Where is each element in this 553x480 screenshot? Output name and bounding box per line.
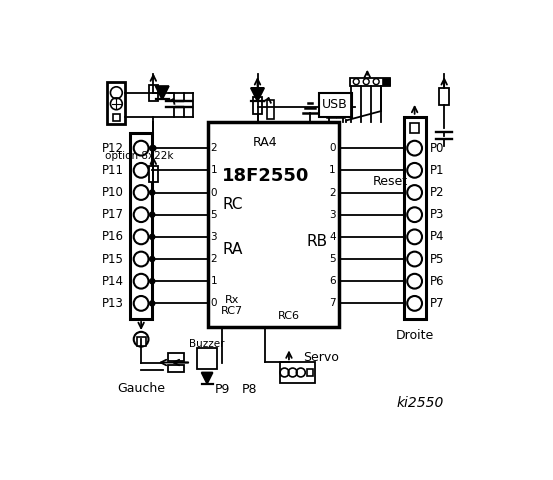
- Bar: [113, 114, 120, 121]
- Text: RC7: RC7: [221, 306, 243, 316]
- Text: option 8x22k: option 8x22k: [105, 151, 174, 160]
- Text: 1: 1: [211, 276, 217, 286]
- Text: P5: P5: [430, 252, 445, 265]
- Bar: [168, 353, 184, 360]
- Text: 4: 4: [329, 232, 336, 242]
- Text: ki2550: ki2550: [397, 396, 444, 410]
- Bar: [197, 348, 217, 369]
- Circle shape: [150, 145, 155, 151]
- Polygon shape: [201, 372, 213, 384]
- Text: Reset: Reset: [373, 175, 408, 188]
- Bar: [107, 82, 125, 124]
- Text: Rx: Rx: [225, 295, 239, 305]
- Circle shape: [150, 256, 155, 262]
- Text: P14: P14: [101, 275, 123, 288]
- Text: RA: RA: [223, 242, 243, 257]
- Text: P10: P10: [102, 186, 123, 199]
- Text: P1: P1: [430, 164, 445, 177]
- Bar: [383, 79, 390, 84]
- Text: 6: 6: [329, 276, 336, 286]
- Text: 2: 2: [211, 143, 217, 153]
- Text: 5: 5: [329, 254, 336, 264]
- Circle shape: [151, 145, 156, 151]
- Text: Gauche: Gauche: [117, 382, 165, 395]
- Bar: [319, 93, 352, 117]
- Text: 1: 1: [211, 165, 217, 175]
- Bar: [404, 117, 426, 319]
- Bar: [207, 122, 339, 327]
- Text: P17: P17: [101, 208, 123, 221]
- Text: P16: P16: [101, 230, 123, 243]
- Polygon shape: [251, 88, 264, 101]
- Text: Buzzer: Buzzer: [189, 339, 225, 349]
- Text: P6: P6: [430, 275, 445, 288]
- Bar: [280, 362, 315, 383]
- Text: 1: 1: [329, 165, 336, 175]
- Text: 0: 0: [211, 188, 217, 197]
- Text: P9: P9: [215, 383, 229, 396]
- Circle shape: [150, 278, 155, 284]
- Text: P4: P4: [430, 230, 445, 243]
- Text: 3: 3: [211, 232, 217, 242]
- Text: 2: 2: [329, 188, 336, 197]
- Text: RC: RC: [222, 197, 243, 212]
- Circle shape: [150, 234, 155, 240]
- Polygon shape: [155, 86, 169, 99]
- Text: 0: 0: [330, 143, 336, 153]
- Bar: [440, 88, 449, 105]
- Text: RA4: RA4: [253, 136, 278, 149]
- Circle shape: [150, 301, 155, 306]
- Text: P2: P2: [430, 186, 445, 199]
- Text: P0: P0: [430, 142, 445, 155]
- Text: P13: P13: [102, 297, 123, 310]
- Text: P3: P3: [430, 208, 445, 221]
- Text: P15: P15: [102, 252, 123, 265]
- Bar: [349, 78, 390, 86]
- Bar: [130, 132, 152, 319]
- Text: 2: 2: [211, 254, 217, 264]
- Text: 7: 7: [329, 299, 336, 308]
- Bar: [267, 100, 274, 119]
- Text: Droite: Droite: [395, 329, 434, 342]
- Bar: [307, 369, 314, 376]
- Text: Servo: Servo: [302, 351, 338, 364]
- Bar: [149, 84, 158, 101]
- Text: 18F2550: 18F2550: [222, 167, 309, 185]
- Text: RC6: RC6: [278, 312, 300, 321]
- Text: P12: P12: [101, 142, 123, 155]
- Text: USB: USB: [322, 98, 348, 111]
- Circle shape: [150, 190, 155, 195]
- Bar: [137, 337, 145, 346]
- Bar: [168, 365, 184, 372]
- Text: RB: RB: [306, 234, 327, 249]
- Bar: [149, 166, 158, 182]
- Text: P7: P7: [430, 297, 445, 310]
- Text: 0: 0: [211, 299, 217, 308]
- Text: 5: 5: [211, 210, 217, 220]
- Text: P8: P8: [242, 383, 257, 396]
- Circle shape: [150, 168, 155, 173]
- Text: P11: P11: [101, 164, 123, 177]
- Text: 3: 3: [329, 210, 336, 220]
- Circle shape: [150, 212, 155, 217]
- Bar: [253, 97, 262, 114]
- Bar: [410, 123, 419, 132]
